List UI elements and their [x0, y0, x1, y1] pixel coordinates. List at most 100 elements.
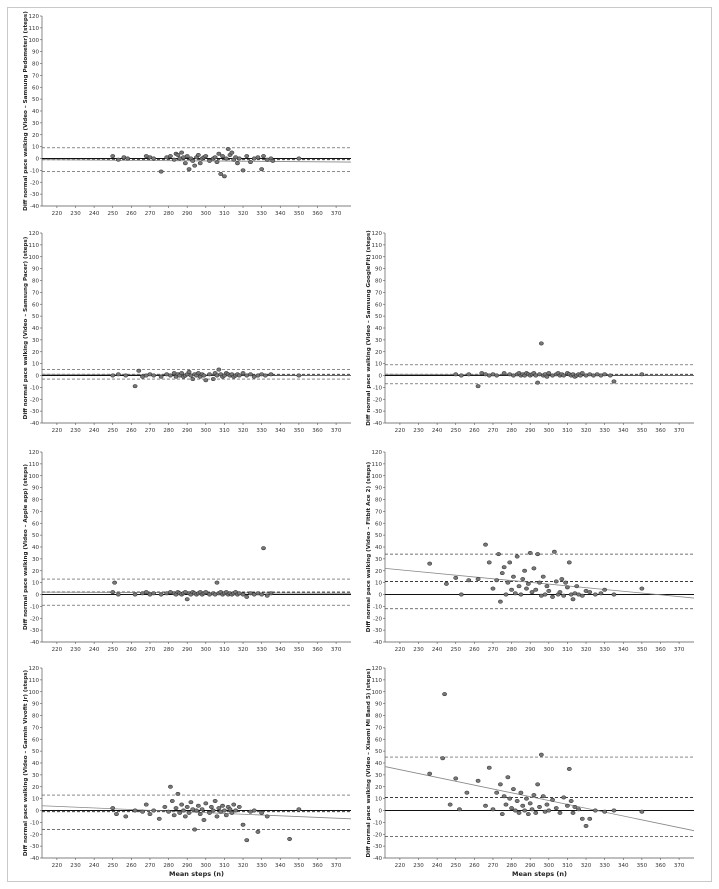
data-point [181, 808, 186, 813]
x-tick-label: 340 [618, 647, 629, 653]
data-point [570, 597, 576, 602]
data-point [576, 807, 581, 812]
data-point [565, 803, 570, 808]
y-tick-label: 60 [32, 737, 39, 743]
x-tick-label: 310 [562, 647, 573, 653]
bland-altman-chart-7: -40 -30 -20 -10 0 10 20 30 40 50 60 70 80 90 100 110 120… [366, 666, 695, 878]
data-point [264, 593, 270, 598]
x-tick-label: 360 [312, 211, 323, 217]
y-axis-label: Diff normal pace walking (Video – Apple … [23, 464, 29, 630]
x-tick-label: 310 [219, 211, 230, 217]
y-tick-label: -10 [30, 604, 39, 610]
data-point [457, 807, 462, 812]
data-point [259, 810, 265, 815]
x-tick-label: 360 [655, 428, 666, 434]
x-tick-label: 350 [294, 863, 305, 869]
data-point [169, 799, 175, 803]
y-tick-label: 10 [375, 581, 382, 587]
x-tick-label: 360 [312, 647, 323, 653]
data-point [114, 812, 119, 817]
y-tick-label: -40 [30, 421, 39, 427]
data-point [483, 542, 488, 547]
x-tick-label: 230 [70, 647, 81, 653]
data-point [557, 590, 563, 595]
y-tick-label: 110 [29, 678, 40, 684]
data-point [486, 765, 492, 770]
x-tick-label: 300 [201, 863, 212, 869]
data-point [179, 150, 184, 155]
y-tick-label: 40 [32, 109, 39, 115]
x-tick-label: 220 [395, 863, 406, 869]
y-tick-label: 80 [32, 62, 39, 68]
data-point [563, 580, 568, 585]
x-tick-label: 360 [312, 428, 323, 434]
y-tick-label: 80 [375, 279, 382, 285]
data-point [225, 147, 231, 151]
y-axis-label: Diff normal pace walking (Video – Garmin… [23, 669, 29, 856]
data-point [212, 155, 218, 160]
y-tick-label: 60 [32, 521, 39, 527]
x-tick-label: 280 [163, 863, 174, 869]
data-point [147, 812, 153, 817]
data-point [287, 837, 292, 841]
x-tick-label: 310 [219, 647, 230, 653]
x-tick-label: 220 [52, 647, 63, 653]
y-axis-label: Diff normal pace walking (Video – Samsun… [366, 230, 372, 426]
data-point [203, 801, 209, 806]
y-tick-label: 20 [32, 785, 39, 791]
x-tick-label: 360 [655, 647, 666, 653]
data-point [188, 800, 194, 805]
y-tick-label: 70 [375, 290, 382, 296]
x-tick-label: 220 [395, 647, 406, 653]
data-point [509, 587, 514, 592]
y-tick-label: 70 [375, 725, 382, 731]
x-tick-label: 230 [413, 428, 424, 434]
x-tick-label: 260 [126, 863, 137, 869]
y-tick-label: 30 [32, 338, 39, 344]
x-tick-label: 220 [395, 428, 406, 434]
data-point [503, 802, 509, 807]
data-point [207, 158, 212, 163]
data-point [214, 580, 220, 585]
data-point [490, 807, 496, 812]
data-point [507, 560, 513, 565]
x-tick-label: 290 [182, 647, 193, 653]
data-point [125, 156, 130, 161]
y-tick-label: 0 [379, 374, 383, 380]
data-point [240, 371, 246, 376]
data-point [440, 756, 446, 761]
data-point [175, 791, 181, 796]
data-point [115, 372, 121, 377]
y-tick-label: 0 [36, 593, 40, 599]
y-tick-label: 120 [372, 231, 383, 237]
x-tick-label: 340 [618, 863, 629, 869]
x-tick-label: 350 [637, 647, 648, 653]
data-point [568, 799, 574, 803]
data-point [518, 592, 524, 597]
y-tick-label: 90 [32, 267, 39, 273]
data-point [151, 808, 157, 813]
y-tick-label: 40 [32, 545, 39, 551]
data-point [512, 808, 518, 813]
y-tick-label: 30 [32, 557, 39, 563]
y-tick-label: -10 [30, 385, 39, 391]
data-point [158, 169, 164, 174]
data-point [216, 806, 222, 811]
data-point [222, 808, 227, 813]
x-tick-label: 280 [506, 863, 517, 869]
data-point [248, 160, 253, 165]
bland-altman-chart-6: -40 -30 -20 -10 0 10 20 30 40 50 60 70 80 90 100 110 120… [23, 666, 352, 878]
y-tick-label: 0 [379, 809, 383, 815]
data-point [587, 590, 593, 595]
x-tick-label: 230 [413, 647, 424, 653]
x-tick-label: 330 [599, 863, 610, 869]
y-tick-label: 20 [375, 350, 382, 356]
x-tick-label: 320 [238, 428, 249, 434]
x-tick-label: 370 [331, 428, 342, 434]
data-point [458, 592, 464, 597]
data-point [264, 814, 270, 819]
y-tick-label: 120 [29, 666, 40, 672]
data-point [210, 377, 216, 382]
data-point [240, 592, 246, 597]
data-point [444, 581, 449, 586]
